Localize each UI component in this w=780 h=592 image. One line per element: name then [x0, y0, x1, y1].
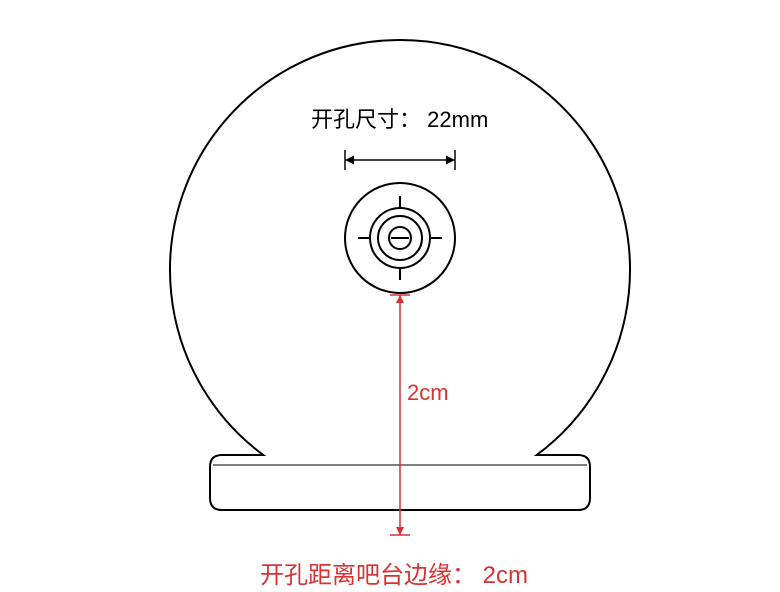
hole-size-label-text: 开孔尺寸：	[311, 107, 421, 132]
vertical-distance-value: 2cm	[407, 380, 449, 405]
vertical-distance-label: 2cm	[407, 380, 449, 406]
hole-size-value: 22mm	[427, 107, 488, 132]
bottom-caption-value: 2cm	[483, 562, 528, 589]
hole-width-dimension	[345, 150, 455, 170]
hole-size-label: 开孔尺寸： 22mm	[311, 102, 488, 134]
bottom-caption: 开孔距离吧台边缘： 2cm	[260, 555, 528, 590]
center-hole-assembly	[345, 183, 455, 293]
edge-distance-dimension	[390, 295, 410, 535]
bottom-caption-prefix: 开孔距离吧台边缘：	[260, 562, 476, 589]
technical-diagram: 开孔尺寸： 22mm 2cm 开孔距离吧台边缘： 2cm	[0, 0, 780, 592]
diagram-svg	[0, 0, 780, 592]
